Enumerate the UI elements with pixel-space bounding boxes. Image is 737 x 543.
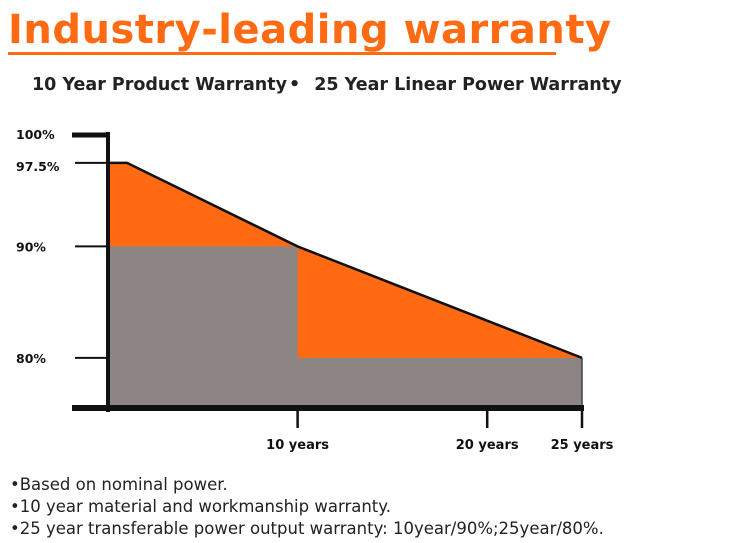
note-power-output-warranty: •25 year transferable power output warra… <box>10 519 604 538</box>
product-warranty-text: 10 Year Product Warranty <box>32 75 287 95</box>
y-tick-label-97-5: 97.5% <box>16 159 60 174</box>
warranty-curve-line <box>108 161 583 360</box>
power-warranty-text: 25 Year Linear Power Warranty <box>314 75 622 95</box>
subtitle: 10 Year Product Warranty • 25 Year Linear … <box>32 75 622 95</box>
subtitle-bullet: • <box>289 75 301 95</box>
x-tick-label-25: 25 years <box>551 438 614 453</box>
headline: Industry-leading warranty <box>8 7 612 53</box>
note-material-warranty: •10 year material and workmanship warran… <box>10 497 391 516</box>
note-nominal-power: •Based on nominal power. <box>10 475 228 494</box>
y-tick-label-90: 90% <box>16 239 46 254</box>
y-tick-label-80: 80% <box>16 351 46 366</box>
warranty-chart: 100% 97.5% 90% 80% 10 years 20 years 25 years <box>16 127 614 453</box>
x-tick-label-10: 10 years <box>266 438 329 453</box>
y-tick-label-100: 100% <box>16 127 55 142</box>
guaranteed-step-area <box>108 246 582 408</box>
headline-underline <box>8 52 556 55</box>
notes-list: •Based on nominal power. •10 year materi… <box>10 474 604 540</box>
x-tick-label-20: 20 years <box>456 438 519 453</box>
